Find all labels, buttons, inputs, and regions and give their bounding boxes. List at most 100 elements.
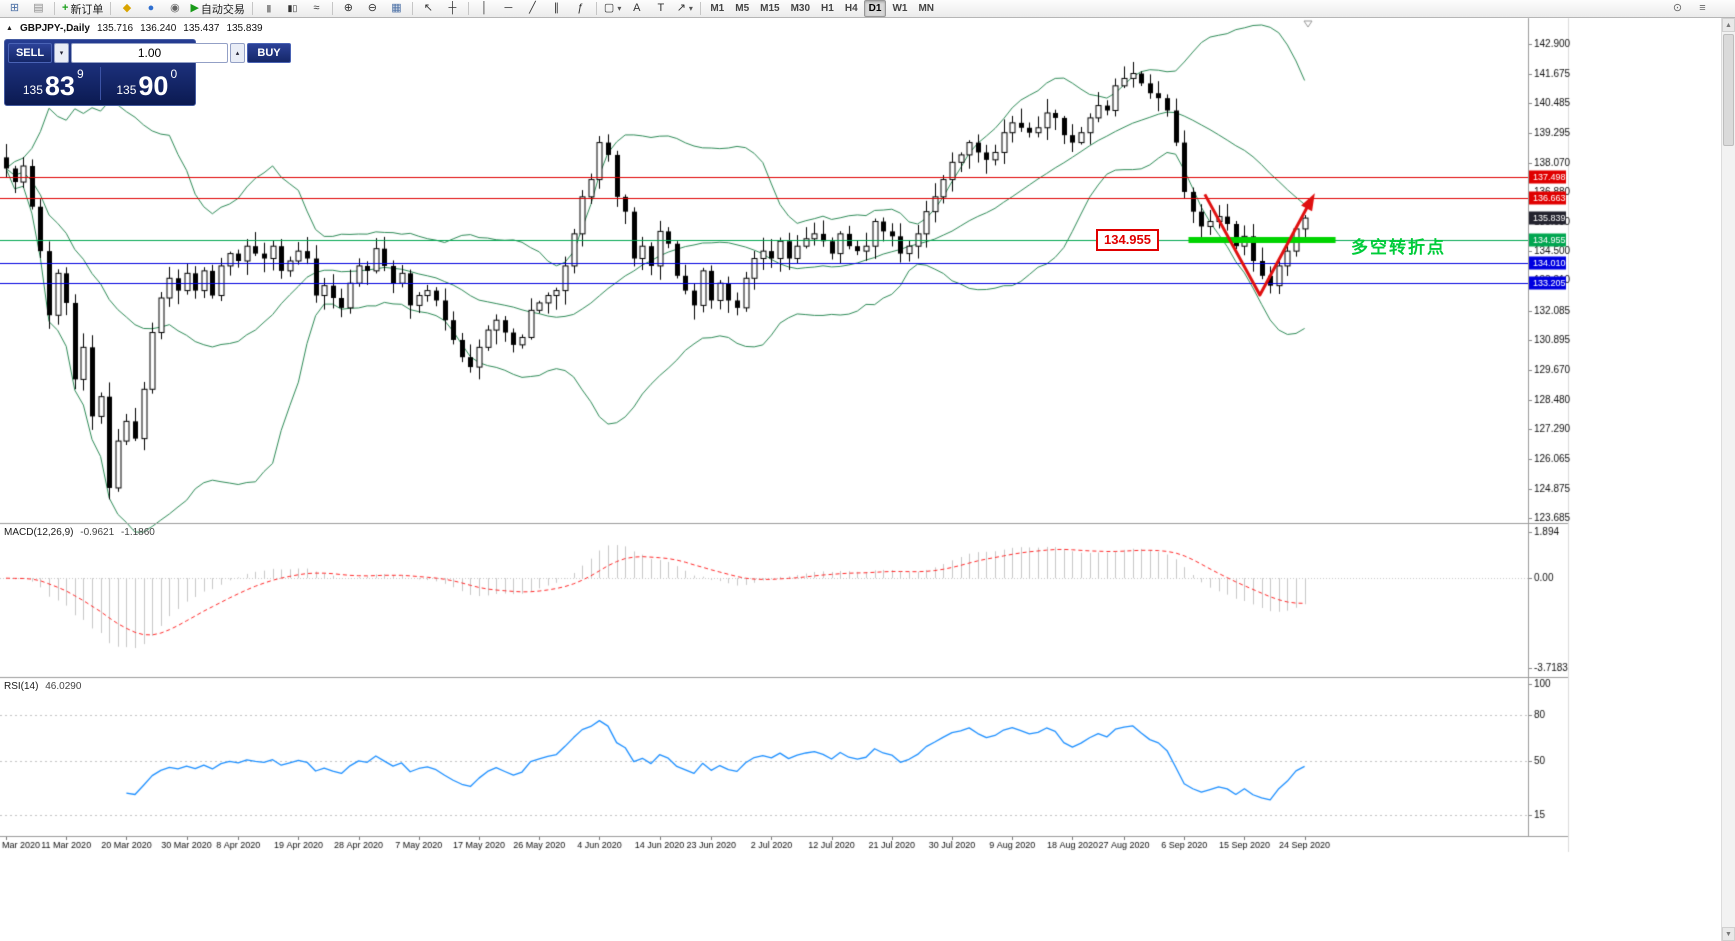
new-order-button[interactable]: + 新订单 — [59, 0, 106, 18]
tile-windows-icon: ▦ — [391, 2, 402, 14]
turning-point-note[interactable]: 多空转折点 — [1351, 238, 1446, 257]
scrollbar-thumb[interactable] — [1723, 34, 1734, 146]
channel-button[interactable]: ∥ — [545, 0, 568, 18]
chevron-down-icon: ▾ — [688, 4, 693, 13]
sell-button[interactable]: SELL — [8, 43, 52, 63]
sell-price-button[interactable]: 135 83 9 — [8, 65, 99, 102]
rsi-value: 46.0290 — [45, 681, 82, 692]
trendline-button[interactable]: ╱ — [521, 0, 544, 18]
community-button[interactable]: ● — [139, 0, 162, 18]
timeframe-mn-button[interactable]: MN — [918, 3, 934, 14]
profiles-button[interactable]: ▤ — [27, 0, 50, 18]
volume-decrease-button[interactable]: ▾ — [54, 43, 69, 63]
volume-increase-button[interactable]: ▴ — [230, 43, 245, 63]
macd-value-main: -0.9621 — [80, 527, 115, 538]
price-callout[interactable]: 134.955 — [1096, 229, 1159, 251]
buy-price-button[interactable]: 135 90 0 — [102, 65, 193, 102]
timeframe-m1-button[interactable]: M1 — [710, 3, 725, 14]
sell-price-prefix: 135 — [22, 83, 43, 97]
text-tool-icon: A — [633, 2, 641, 14]
crosshair-icon: ┼ — [448, 2, 457, 14]
scroll-up-button[interactable]: ▲ — [1722, 18, 1735, 32]
favorites-icon: ◆ — [122, 2, 132, 14]
vertical-line-button[interactable]: │ — [473, 0, 496, 18]
toolbar-separator — [411, 2, 413, 15]
chevron-down-icon: ▾ — [617, 4, 622, 13]
collapse-triangle-icon[interactable]: ▲ — [6, 25, 13, 32]
toolbar-separator — [331, 2, 333, 15]
shapes-button[interactable]: ▢ ▾ — [601, 0, 624, 18]
label-tool-button[interactable]: T — [649, 0, 672, 18]
auto-trading-label: 自动交易 — [200, 3, 245, 16]
timeframe-m5-button[interactable]: M5 — [735, 3, 750, 14]
profiles-icon: ▤ — [33, 2, 44, 14]
channel-icon: ∥ — [553, 2, 560, 14]
toolbar-separator — [467, 2, 469, 15]
symbol-info: ▲ GBPJPY-,Daily 135.716 136.240 135.437 … — [6, 23, 263, 34]
toolbar-separator — [110, 2, 112, 15]
search-icon: ⊙ — [1672, 2, 1683, 14]
buy-button[interactable]: BUY — [247, 43, 291, 63]
line-chart-icon: ≈ — [313, 2, 320, 14]
arrows-tool-button[interactable]: ↗ ▾ — [673, 0, 696, 18]
vertical-scrollbar[interactable]: ▲ ▼ — [1721, 18, 1735, 941]
symbol-title: GBPJPY-,Daily — [19, 23, 90, 34]
scroll-down-button[interactable]: ▼ — [1722, 927, 1735, 941]
timeframe-d1-button[interactable]: D1 — [863, 0, 887, 17]
text-tool-button[interactable]: A — [625, 0, 648, 18]
zoom-in-icon: ⊕ — [343, 2, 354, 14]
zoom-out-icon: ⊖ — [367, 2, 378, 14]
sell-price-big: 83 — [44, 71, 75, 101]
shapes-icon: ▢ — [603, 2, 615, 14]
new-order-icon: + — [62, 2, 69, 14]
cursor-icon: ↖ — [423, 2, 434, 14]
cursor-button[interactable]: ↖ — [417, 0, 440, 18]
timeframe-m30-button[interactable]: M30 — [790, 3, 811, 14]
horizontal-line-icon: ─ — [504, 2, 513, 14]
tile-windows-button[interactable]: ▦ — [385, 0, 408, 18]
ohlc-low: 135.437 — [183, 23, 220, 34]
rsi-name: RSI(14) — [4, 681, 39, 692]
fibonacci-icon: ƒ — [577, 2, 584, 14]
buy-price-pip: 0 — [170, 67, 178, 81]
vertical-line-icon: │ — [480, 2, 488, 14]
buy-price-prefix: 135 — [116, 83, 137, 97]
macd-value-signal: -1.1860 — [120, 527, 155, 538]
zoom-in-button[interactable]: ⊕ — [337, 0, 360, 18]
community-icon: ● — [147, 2, 155, 14]
favorites-button[interactable]: ◆ — [115, 0, 138, 18]
timeframe-w1-button[interactable]: W1 — [892, 3, 908, 14]
bar-chart-button[interactable]: ||| — [257, 0, 280, 18]
timeframe-h1-button[interactable]: H1 — [821, 3, 834, 14]
ohlc-open: 135.716 — [96, 23, 134, 34]
one-click-trading-panel: SELL ▾ ▴ BUY 135 83 9 135 90 0 — [4, 39, 291, 106]
new-chart-button[interactable]: ⊞ — [3, 0, 26, 18]
toolbar-separator — [54, 2, 55, 15]
price-divider — [99, 67, 101, 100]
refresh-button[interactable]: ◉ — [163, 0, 186, 18]
ohlc-high: 136.240 — [140, 23, 177, 34]
panels-button[interactable]: ≡ — [1691, 0, 1714, 18]
search-button[interactable]: ⊙ — [1666, 0, 1689, 18]
macd-label: MACD(12,26,9) -0.9621 -1.1860 — [4, 527, 155, 538]
zoom-out-button[interactable]: ⊖ — [361, 0, 384, 18]
new-order-label: 新订单 — [70, 3, 104, 16]
toolbar: ⊞ ▤ + 新订单 ◆ ● ◉ ▶ 自动交易 ||| ▮▯ ≈ ⊕ ⊖ ▦ ↖ … — [0, 0, 1735, 18]
toolbar-separator — [700, 2, 702, 15]
line-chart-button[interactable]: ≈ — [305, 0, 328, 18]
buy-price-big: 90 — [138, 71, 169, 101]
label-tool-icon: T — [657, 2, 665, 14]
timeframe-h4-button[interactable]: H4 — [844, 3, 858, 14]
fibonacci-button[interactable]: ƒ — [569, 0, 592, 18]
new-chart-icon: ⊞ — [9, 2, 20, 14]
volume-input[interactable] — [71, 43, 228, 63]
macd-name: MACD(12,26,9) — [4, 527, 74, 538]
crosshair-button[interactable]: ┼ — [441, 0, 464, 18]
trendline-icon: ╱ — [529, 2, 536, 14]
auto-trading-button[interactable]: ▶ 自动交易 — [187, 0, 247, 18]
timeframe-m15-button[interactable]: M15 — [760, 3, 780, 14]
refresh-icon: ◉ — [170, 2, 180, 14]
horizontal-line-button[interactable]: ─ — [497, 0, 520, 18]
candlestick-chart-button[interactable]: ▮▯ — [281, 0, 304, 18]
